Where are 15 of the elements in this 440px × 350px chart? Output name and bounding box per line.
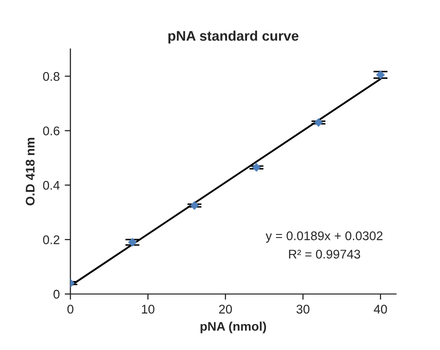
x-tick-label: 10 bbox=[142, 304, 154, 314]
x-tick-label: 40 bbox=[374, 304, 387, 314]
y-tick-label: 0.6 bbox=[43, 126, 60, 136]
y-tick-label: 0.4 bbox=[43, 180, 60, 190]
x-axis-title: pNA (nmol) bbox=[200, 322, 266, 334]
y-axis-title: O.D 418 nm bbox=[26, 138, 35, 206]
y-tick-label: 0.2 bbox=[43, 235, 60, 244]
y-tick-label: 0 bbox=[54, 290, 60, 299]
x-tick-label: 0 bbox=[67, 304, 74, 314]
x-tick-label: 30 bbox=[296, 304, 310, 314]
chart-title: pNA standard curve bbox=[168, 30, 298, 44]
y-tick-label: 0.8 bbox=[43, 72, 60, 81]
annotation: y = 0.0189x + 0.0302 bbox=[266, 231, 382, 243]
annotation: R² = 0.99743 bbox=[289, 250, 360, 259]
x-tick-label: 20 bbox=[219, 304, 232, 314]
